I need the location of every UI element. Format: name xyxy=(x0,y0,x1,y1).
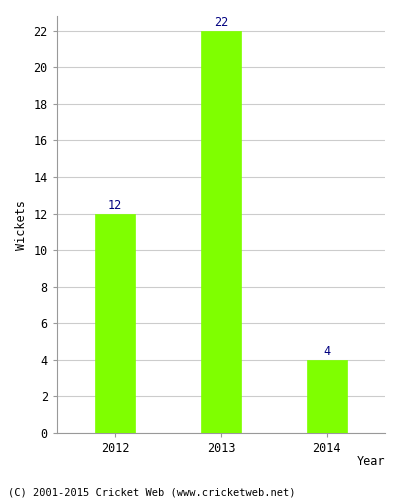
Text: 4: 4 xyxy=(323,345,330,358)
Bar xyxy=(307,360,347,433)
Text: 12: 12 xyxy=(108,199,122,212)
Text: 22: 22 xyxy=(214,16,228,29)
Bar xyxy=(201,31,241,433)
Text: (C) 2001-2015 Cricket Web (www.cricketweb.net): (C) 2001-2015 Cricket Web (www.cricketwe… xyxy=(8,488,296,498)
Bar xyxy=(95,214,135,433)
Text: Year: Year xyxy=(356,456,385,468)
Y-axis label: Wickets: Wickets xyxy=(15,200,28,250)
